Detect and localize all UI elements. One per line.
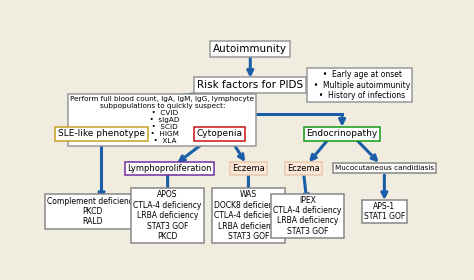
Text: IPEX
CTLA-4 deficiency
LRBA deficiency
STAT3 GOF: IPEX CTLA-4 deficiency LRBA deficiency S…: [273, 196, 341, 236]
Text: WAS
DOCK8 deficiency
CTLA-4 deficiency
LRBA deficiency
STAT3 GOF: WAS DOCK8 deficiency CTLA-4 deficiency L…: [214, 190, 283, 241]
Text: Endocrinopathy: Endocrinopathy: [307, 129, 378, 138]
Text: APOS
CTLA-4 deficiency
LRBA deficiency
STAT3 GOF
PKCD: APOS CTLA-4 deficiency LRBA deficiency S…: [133, 190, 202, 241]
Text: Eczema: Eczema: [232, 164, 265, 173]
Text: APS-1
STAT1 GOF: APS-1 STAT1 GOF: [364, 202, 405, 221]
Text: Cytopenia: Cytopenia: [196, 129, 242, 138]
Text: •  Early age at onset
  •  Multiple autoimmunity
  •  History of infections: • Early age at onset • Multiple autoimmu…: [309, 71, 410, 100]
Text: Risk factors for PIDS: Risk factors for PIDS: [197, 80, 303, 90]
Text: Autoimmunity: Autoimmunity: [213, 44, 287, 54]
Text: Perform full blood count, IgA, IgM, IgG, lymphocyte
subpopulations to quickly su: Perform full blood count, IgA, IgM, IgG,…: [70, 96, 255, 144]
Text: Mucocutaneous candidiasis: Mucocutaneous candidiasis: [335, 165, 434, 171]
Text: Eczema: Eczema: [287, 164, 320, 173]
Text: SLE-like phenotype: SLE-like phenotype: [58, 129, 145, 138]
Text: Lymphoproliferation: Lymphoproliferation: [127, 164, 212, 173]
Text: Complement deficiency
PKCD
RALD: Complement deficiency PKCD RALD: [47, 197, 137, 226]
